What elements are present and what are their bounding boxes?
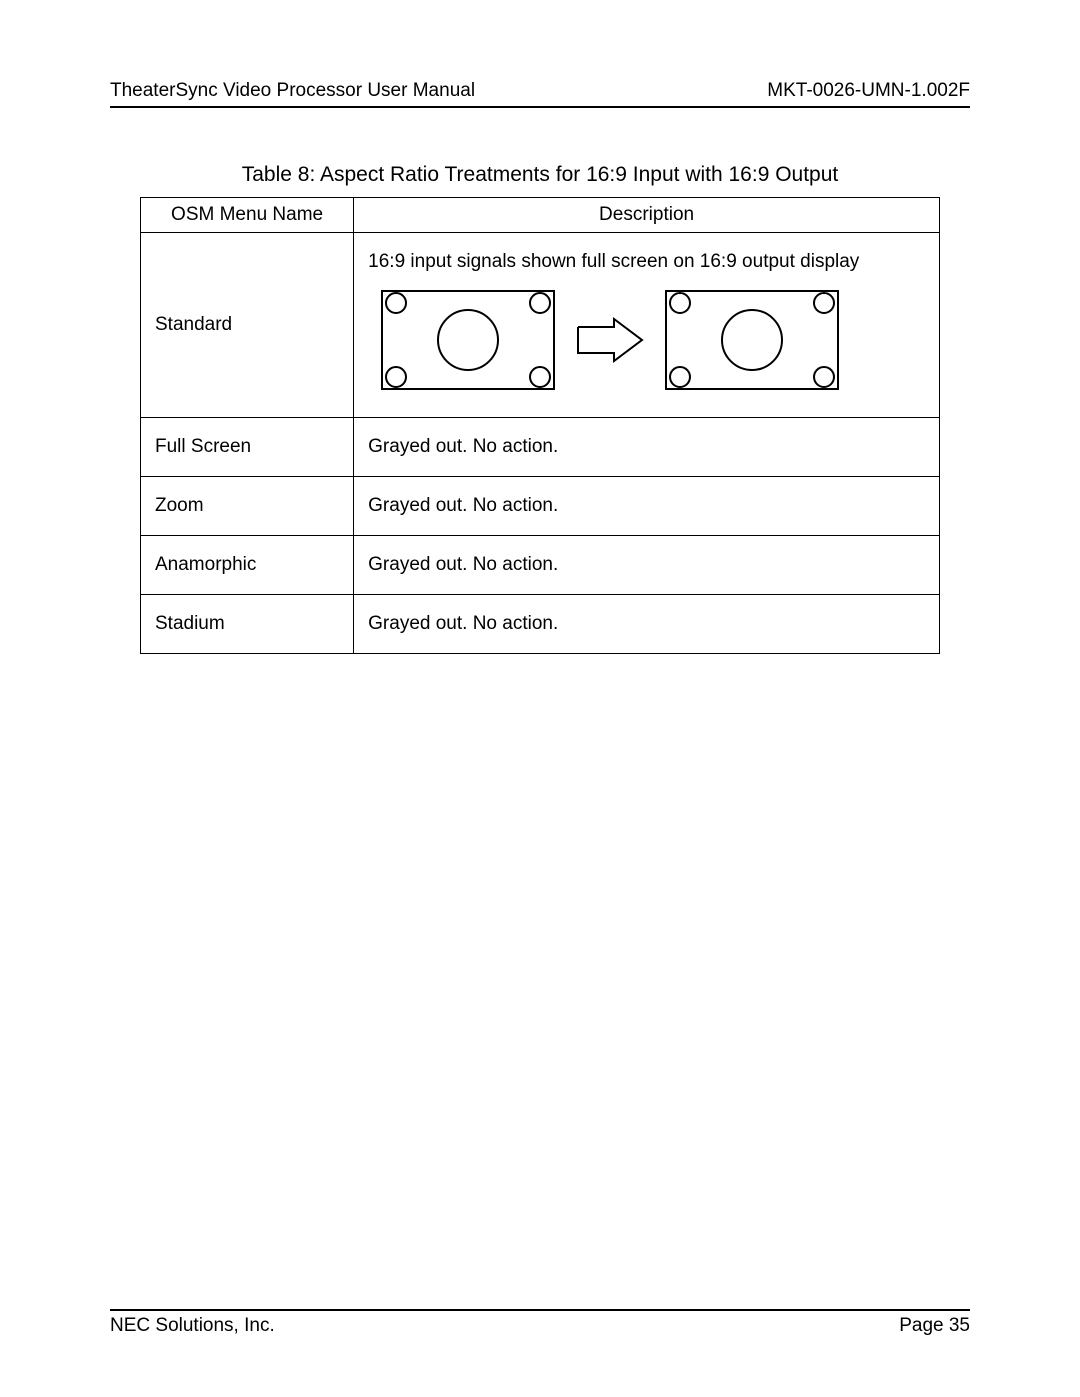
row-name: Zoom — [141, 477, 354, 536]
col-header-desc: Description — [354, 198, 940, 233]
footer-left: NEC Solutions, Inc. — [110, 1315, 275, 1337]
table-row: Zoom Grayed out. No action. — [141, 477, 940, 536]
row-desc-text: 16:9 input signals shown full screen on … — [368, 251, 925, 273]
row-desc: Grayed out. No action. — [354, 418, 940, 477]
page-header: TheaterSync Video Processor User Manual … — [110, 80, 970, 108]
aspect-diagram — [368, 279, 888, 399]
table-caption: Table 8: Aspect Ratio Treatments for 16:… — [110, 163, 970, 187]
table-row: Full Screen Grayed out. No action. — [141, 418, 940, 477]
row-name: Full Screen — [141, 418, 354, 477]
row-name: Stadium — [141, 595, 354, 654]
row-desc-with-diagram: 16:9 input signals shown full screen on … — [354, 233, 940, 418]
row-desc: Grayed out. No action. — [354, 477, 940, 536]
page-footer: NEC Solutions, Inc. Page 35 — [110, 1309, 970, 1337]
aspect-ratio-table: OSM Menu Name Description Standard 16:9 … — [140, 197, 940, 654]
row-name: Standard — [141, 233, 354, 418]
row-desc: Grayed out. No action. — [354, 595, 940, 654]
header-right: MKT-0026-UMN-1.002F — [767, 80, 970, 102]
header-left: TheaterSync Video Processor User Manual — [110, 80, 475, 102]
row-desc: Grayed out. No action. — [354, 536, 940, 595]
table-row: Standard 16:9 input signals shown full s… — [141, 233, 940, 418]
table-row: Anamorphic Grayed out. No action. — [141, 536, 940, 595]
col-header-name: OSM Menu Name — [141, 198, 354, 233]
table-header-row: OSM Menu Name Description — [141, 198, 940, 233]
footer-right: Page 35 — [899, 1315, 970, 1337]
page: TheaterSync Video Processor User Manual … — [0, 0, 1080, 1397]
table-row: Stadium Grayed out. No action. — [141, 595, 940, 654]
row-name: Anamorphic — [141, 536, 354, 595]
